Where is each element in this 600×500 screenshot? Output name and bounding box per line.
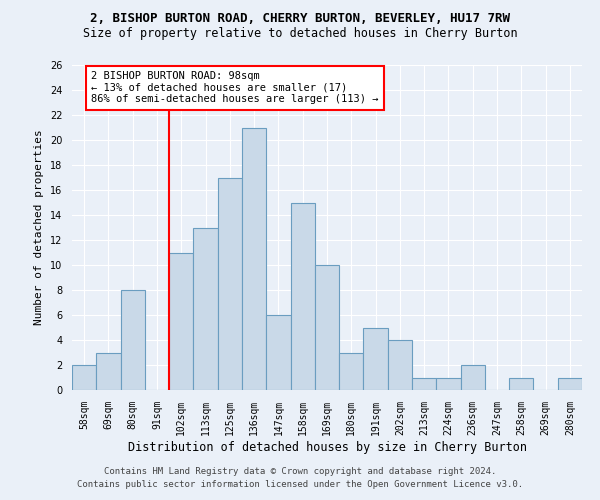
Bar: [364, 328, 388, 390]
Bar: [218, 178, 242, 390]
Bar: [72, 365, 96, 390]
Bar: [509, 378, 533, 390]
Bar: [96, 352, 121, 390]
Bar: [461, 365, 485, 390]
Text: Contains HM Land Registry data © Crown copyright and database right 2024.: Contains HM Land Registry data © Crown c…: [104, 467, 496, 476]
Bar: [339, 352, 364, 390]
Bar: [436, 378, 461, 390]
Text: 2 BISHOP BURTON ROAD: 98sqm
← 13% of detached houses are smaller (17)
86% of sem: 2 BISHOP BURTON ROAD: 98sqm ← 13% of det…: [91, 71, 379, 104]
Bar: [558, 378, 582, 390]
Text: Size of property relative to detached houses in Cherry Burton: Size of property relative to detached ho…: [83, 28, 517, 40]
Bar: [121, 290, 145, 390]
Bar: [242, 128, 266, 390]
Bar: [169, 252, 193, 390]
Bar: [290, 202, 315, 390]
Bar: [412, 378, 436, 390]
Y-axis label: Number of detached properties: Number of detached properties: [34, 130, 44, 326]
Bar: [388, 340, 412, 390]
Bar: [193, 228, 218, 390]
Text: Contains public sector information licensed under the Open Government Licence v3: Contains public sector information licen…: [77, 480, 523, 489]
Text: 2, BISHOP BURTON ROAD, CHERRY BURTON, BEVERLEY, HU17 7RW: 2, BISHOP BURTON ROAD, CHERRY BURTON, BE…: [90, 12, 510, 26]
Bar: [315, 265, 339, 390]
Bar: [266, 315, 290, 390]
X-axis label: Distribution of detached houses by size in Cherry Burton: Distribution of detached houses by size …: [128, 440, 527, 454]
